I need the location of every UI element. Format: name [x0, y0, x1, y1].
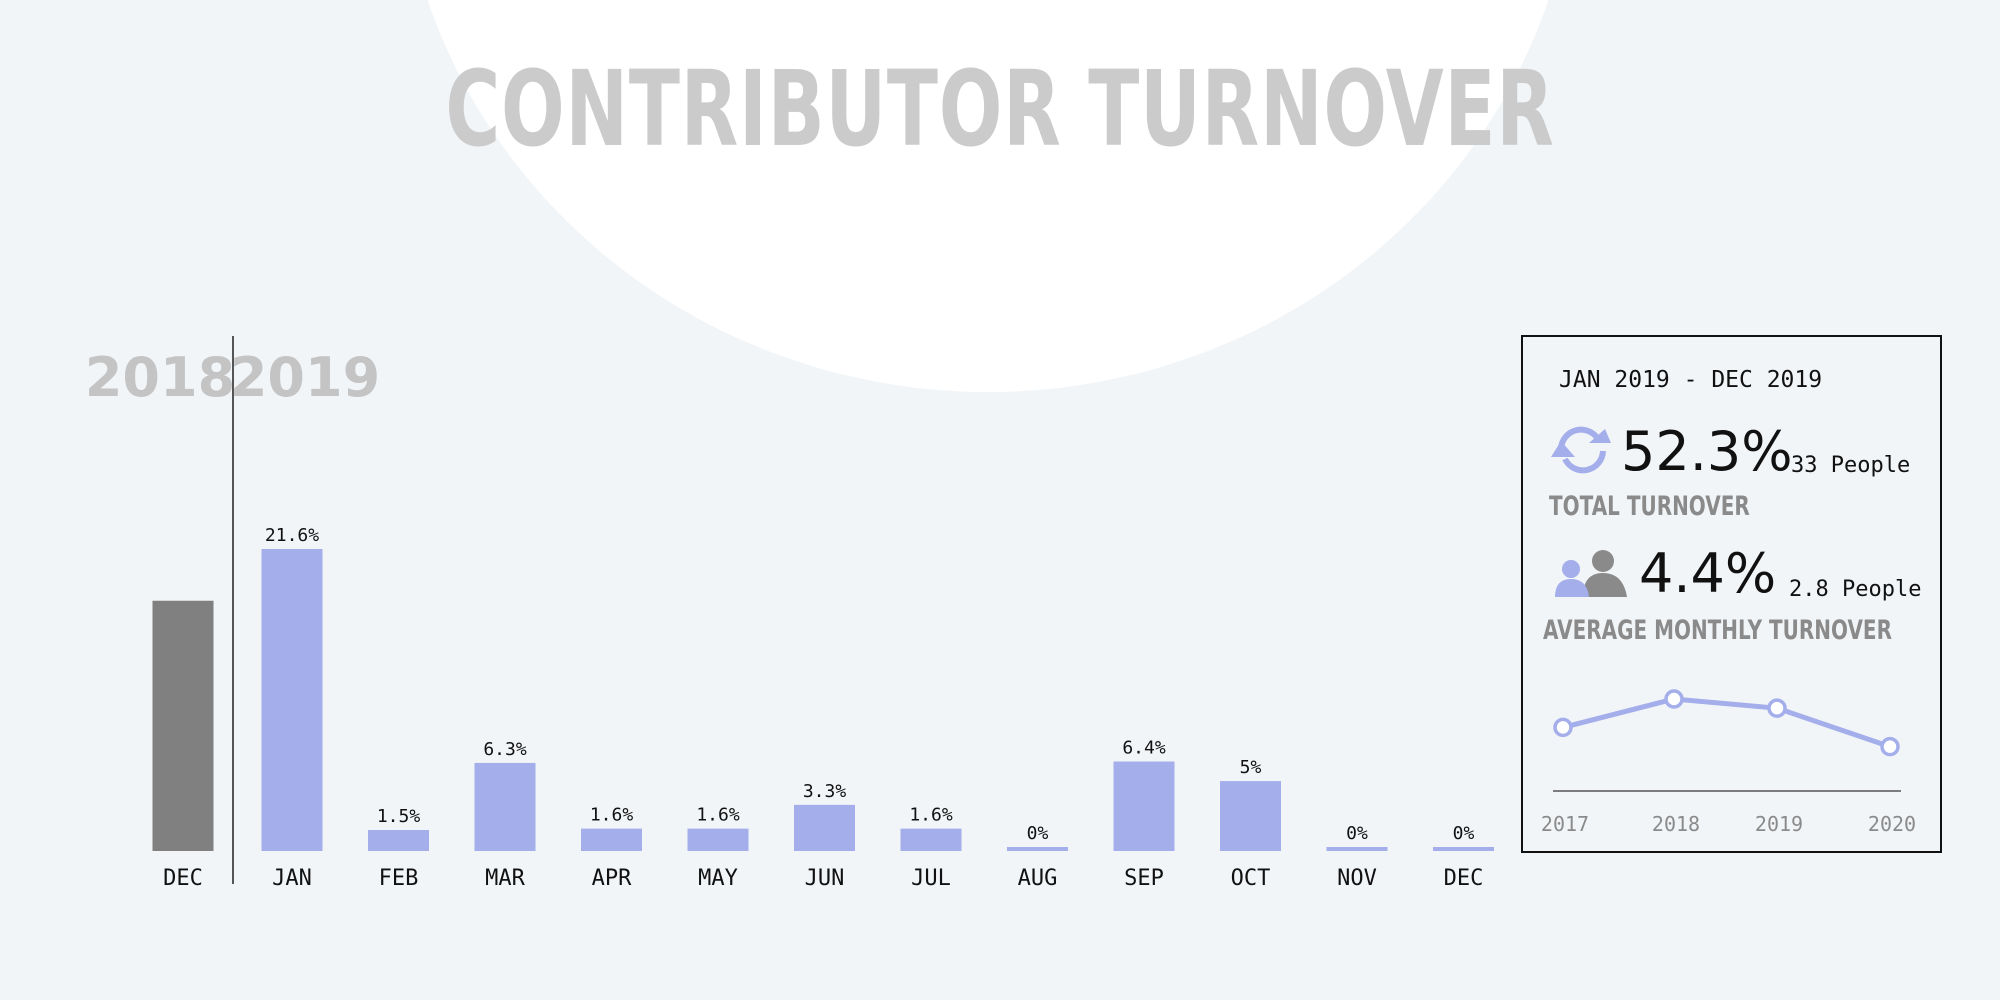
bar-2018-bar-0	[152, 600, 214, 851]
bar-2019-bar-9	[1220, 781, 1281, 851]
bar-2019-value-label-10: 0%	[1346, 823, 1368, 844]
bar-2019-month-label-1: FEB	[379, 866, 419, 891]
bar-2019-value-label-8: 6.4%	[1122, 738, 1166, 759]
refresh-icon	[1551, 426, 1611, 474]
trend-x-label-3: 2020	[1868, 812, 1916, 836]
year-label-2019: 2019	[230, 346, 380, 409]
average-turnover-caption: AVERAGE MONTHLY TURNOVER	[1543, 615, 1892, 646]
total-turnover-people: 33 People	[1791, 453, 1911, 478]
trend-point-3	[1880, 736, 1900, 757]
total-turnover-caption: TOTAL TURNOVER	[1549, 491, 1750, 522]
page-title: CONTRIBUTOR TURNOVER	[445, 48, 1555, 170]
bar-2019-month-label-2: MAR	[485, 866, 525, 891]
bar-2019-value-label-1: 1.5%	[377, 806, 421, 827]
bar-2019-value-label-9: 5%	[1240, 757, 1262, 778]
bar-2019-month-label-8: SEP	[1124, 866, 1164, 891]
bar-2019-bar-10	[1326, 847, 1388, 851]
bar-2019-value-label-7: 0%	[1027, 823, 1049, 844]
bar-2019-value-label-3: 1.6%	[590, 805, 634, 826]
bar-2019-bar-11	[1433, 847, 1494, 851]
period-label: JAN 2019 - DEC 2019	[1559, 367, 1823, 393]
bar-2019-month-label-0: JAN	[272, 866, 312, 891]
bar-2019-value-label-0: 21.6%	[265, 525, 319, 546]
bar-2019-month-label-9: OCT	[1231, 866, 1271, 891]
bar-2019-value-label-5: 3.3%	[803, 781, 847, 802]
bar-2019-month-label-5: JUN	[805, 866, 845, 891]
bar-2019-month-label-7: AUG	[1018, 866, 1058, 891]
bar-2019-month-label-10: NOV	[1337, 866, 1377, 891]
bar-2019-value-label-6: 1.6%	[909, 805, 953, 826]
bar-2019-value-label-2: 6.3%	[483, 739, 527, 760]
bar-2019-bar-8	[1113, 761, 1175, 851]
year-label-2018: 2018	[85, 346, 235, 409]
summary-panel: JAN 2019 - DEC 2019 52.3% 33 People TOTA…	[1521, 335, 1942, 853]
bar-2019-bar-0	[261, 549, 323, 851]
trend-point-2	[1767, 698, 1787, 718]
trend-point-0	[1553, 717, 1573, 738]
turnover-trend-line-chart: 2017 2018 2019 2020	[1541, 689, 1916, 836]
trend-point-1	[1664, 689, 1684, 709]
bar-2019-month-label-3: APR	[592, 866, 632, 891]
bar-2019-value-label-4: 1.6%	[696, 805, 740, 826]
bar-2019-bar-2	[474, 762, 536, 851]
bar-2019-month-label-4: MAY	[698, 866, 738, 891]
bar-2019-bar-4	[687, 828, 749, 851]
bar-2018-month-label-0: DEC	[163, 866, 203, 891]
trend-x-label-2: 2019	[1755, 812, 1803, 836]
trend-line	[1562, 696, 1891, 750]
total-turnover-value: 52.3%	[1621, 420, 1793, 483]
bar-2019-bar-6	[900, 828, 962, 851]
bar-2019-bar-3	[581, 828, 642, 851]
average-turnover-value: 4.4%	[1639, 542, 1777, 605]
average-turnover-people: 2.8 People	[1789, 577, 1922, 602]
trend-x-label-1: 2018	[1652, 812, 1700, 836]
bar-2019-bar-7	[1007, 847, 1068, 851]
trend-x-label-0: 2017	[1541, 812, 1589, 836]
bar-2019-bar-5	[794, 804, 855, 851]
bar-2019-value-label-11: 0%	[1453, 823, 1475, 844]
bar-2019-month-label-11: DEC	[1444, 866, 1484, 891]
people-icon	[1555, 550, 1627, 597]
bar-2019-bar-1	[368, 830, 429, 851]
bar-2019-month-label-6: JUL	[911, 866, 951, 891]
